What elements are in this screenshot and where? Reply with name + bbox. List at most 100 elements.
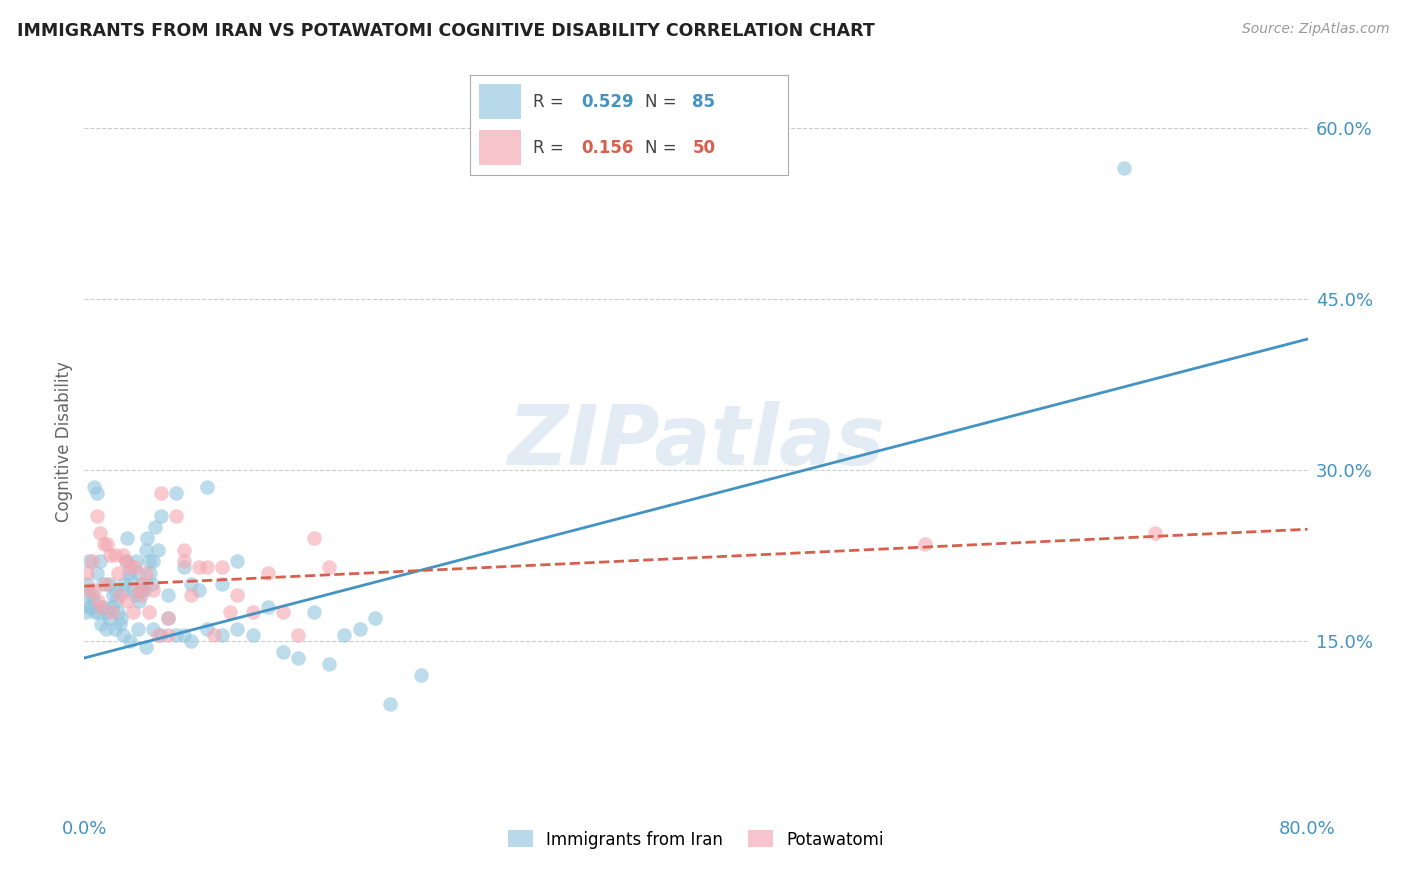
Point <box>115 594 138 608</box>
Point <box>105 594 128 608</box>
Point <box>84 606 107 620</box>
Point <box>333 628 356 642</box>
Point <box>83 594 105 608</box>
Text: ZIPatlas: ZIPatlas <box>508 401 884 482</box>
Point <box>120 633 142 648</box>
Point <box>129 582 152 597</box>
Point <box>195 559 218 574</box>
Point <box>129 588 152 602</box>
Point <box>107 566 129 580</box>
Point <box>157 588 180 602</box>
Point <box>226 554 249 568</box>
Point <box>96 537 118 551</box>
Point <box>1114 161 1136 176</box>
Point <box>80 554 103 568</box>
Point <box>173 559 195 574</box>
Point <box>86 566 108 580</box>
Point <box>89 554 111 568</box>
Point <box>80 588 103 602</box>
Point <box>138 554 160 568</box>
Point <box>135 640 157 654</box>
Point <box>318 559 340 574</box>
Point <box>111 628 134 642</box>
Point <box>180 577 202 591</box>
Point <box>226 623 249 637</box>
Point <box>211 628 233 642</box>
Point <box>75 606 97 620</box>
Point <box>120 571 142 585</box>
Point <box>111 549 134 563</box>
Point <box>271 645 294 659</box>
Point <box>195 623 218 637</box>
Point <box>149 508 172 523</box>
Point <box>86 508 108 523</box>
Point <box>136 532 159 546</box>
Point <box>188 559 211 574</box>
Point <box>83 582 105 597</box>
Point <box>104 582 127 597</box>
Point <box>149 628 172 642</box>
Point <box>226 588 249 602</box>
Legend: Immigrants from Iran, Potawatomi: Immigrants from Iran, Potawatomi <box>502 823 890 855</box>
Point <box>165 628 187 642</box>
Point <box>104 623 127 637</box>
Point <box>125 554 148 568</box>
Point <box>218 606 240 620</box>
Point <box>90 616 112 631</box>
Point <box>114 554 136 568</box>
Point <box>380 697 402 711</box>
Point <box>96 606 118 620</box>
Point <box>101 599 124 614</box>
Point <box>349 623 371 637</box>
Point <box>242 628 264 642</box>
Point <box>157 611 180 625</box>
Point <box>302 532 325 546</box>
Point <box>211 559 233 574</box>
Text: Source: ZipAtlas.com: Source: ZipAtlas.com <box>1241 22 1389 37</box>
Y-axis label: Cognitive Disability: Cognitive Disability <box>55 361 73 522</box>
Point <box>112 577 135 591</box>
Point <box>146 628 169 642</box>
Point <box>139 566 162 580</box>
Point <box>165 508 187 523</box>
Point <box>104 549 127 563</box>
Point <box>1143 525 1166 540</box>
Point <box>157 611 180 625</box>
Point <box>202 628 225 642</box>
Point <box>127 582 149 597</box>
Point <box>93 537 115 551</box>
Point <box>124 588 146 602</box>
Point <box>257 566 280 580</box>
Point <box>195 480 218 494</box>
Point <box>173 542 195 557</box>
Point <box>364 611 387 625</box>
Point <box>146 542 169 557</box>
Point <box>287 651 309 665</box>
Point <box>110 611 132 625</box>
Point <box>141 577 163 591</box>
Point <box>242 606 264 620</box>
Point <box>94 623 117 637</box>
Point <box>149 485 172 500</box>
Point <box>77 599 100 614</box>
Point <box>135 542 157 557</box>
Point <box>115 532 138 546</box>
Point <box>135 566 157 580</box>
Text: IMMIGRANTS FROM IRAN VS POTAWATOMI COGNITIVE DISABILITY CORRELATION CHART: IMMIGRANTS FROM IRAN VS POTAWATOMI COGNI… <box>17 22 875 40</box>
Point <box>114 554 136 568</box>
Point <box>87 606 110 620</box>
Point <box>77 554 100 568</box>
Point <box>142 582 165 597</box>
Point <box>138 606 160 620</box>
Point <box>98 577 121 591</box>
Point <box>165 485 187 500</box>
Point <box>90 599 112 614</box>
Point <box>120 559 142 574</box>
Point <box>132 582 155 597</box>
Point <box>101 606 124 620</box>
Point <box>128 594 150 608</box>
Point <box>173 554 195 568</box>
Point <box>94 577 117 591</box>
Point <box>142 554 165 568</box>
Point <box>79 599 101 614</box>
